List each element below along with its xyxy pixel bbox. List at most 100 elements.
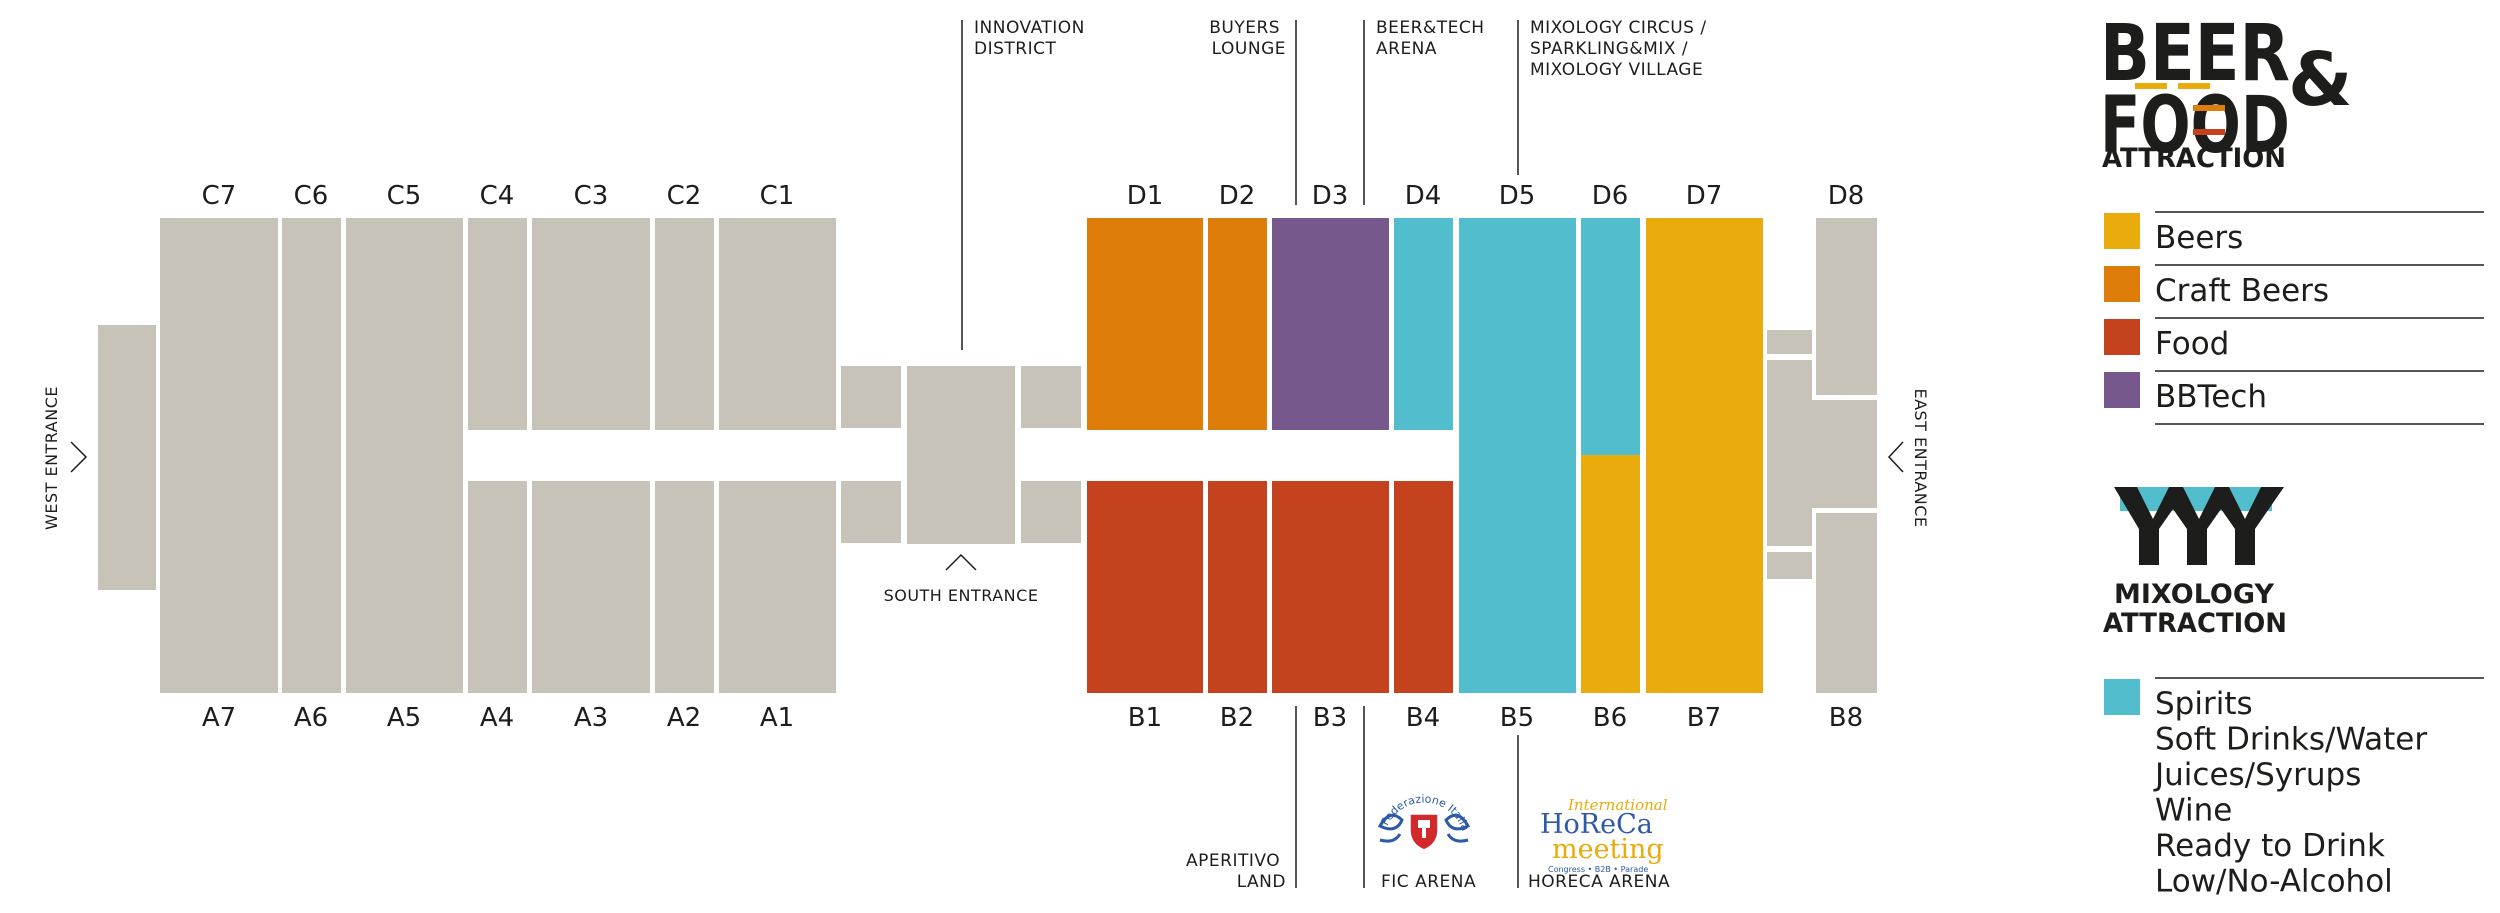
legend-swatch xyxy=(2104,319,2140,355)
east-entrance[interactable]: EAST ENTRANCE xyxy=(1887,388,1930,528)
horeca-logo-main2: meeting xyxy=(1552,834,1664,865)
hall-d7-b7[interactable] xyxy=(1646,218,1763,693)
hall-d4[interactable] xyxy=(1394,218,1453,430)
mixology-line2: SPARKLING&MIX / xyxy=(1530,39,1688,59)
top-hall-labels: C7 C6 C5 C4 C3 C2 C1 D1 D2 D3 D4 D5 D6 D7 D8 xyxy=(202,181,1865,211)
fic-ornament-left xyxy=(1377,813,1404,843)
west-entrance[interactable]: WEST ENTRANCE xyxy=(42,386,88,530)
hall-label-d5: D5 xyxy=(1499,181,1536,211)
legend-swatch xyxy=(2104,372,2140,408)
bottom-hall-labels: A7 A6 A5 A4 A3 A2 A1 B1 B2 B3 B4 B5 B6 B7 B8 xyxy=(202,703,1863,733)
hall-d5-b5[interactable] xyxy=(1459,218,1576,693)
hall-b8[interactable] xyxy=(1816,513,1877,693)
hall-d8[interactable] xyxy=(1816,218,1877,395)
hall-label-c2: C2 xyxy=(667,181,702,211)
west-entrance-label: WEST ENTRANCE xyxy=(42,386,61,530)
beertech-arena-label: BEER&TECH ARENA xyxy=(1376,18,1490,59)
hall-d1[interactable] xyxy=(1087,218,1203,430)
hall-label-b1: B1 xyxy=(1128,703,1162,733)
logo-accent-bar xyxy=(2193,129,2225,135)
horeca-logo-sub: Congress • B2B • Parade xyxy=(1548,865,1648,874)
hall-label-a5: A5 xyxy=(387,703,421,733)
mixology-attraction-logo: MIXOLOGY ATTRACTION xyxy=(2103,487,2287,639)
beer-food-attraction-logo: BEER FOOD & ATTRACTION xyxy=(2100,9,2353,174)
connector-block xyxy=(1767,330,1812,354)
hall-label-d7: D7 xyxy=(1686,181,1723,211)
mixology-circus-label: MIXOLOGY CIRCUS / SPARKLING&MIX / MIXOLO… xyxy=(1530,18,1712,80)
buyers-lounge-label: BUYERS LOUNGE xyxy=(1209,18,1286,59)
logo-ampersand: & xyxy=(2288,37,2353,123)
hall-label-b3: B3 xyxy=(1313,703,1347,733)
hall-a1[interactable] xyxy=(719,481,836,693)
connector-block xyxy=(1021,481,1081,543)
east-entrance-block[interactable] xyxy=(1812,400,1877,508)
hall-d6[interactable] xyxy=(1581,218,1640,455)
hall-label-d4: D4 xyxy=(1405,181,1442,211)
hall-a2[interactable] xyxy=(655,481,714,693)
aperitivo-line1: APERITIVO xyxy=(1186,851,1280,871)
buyers-line2: LOUNGE xyxy=(1212,39,1286,59)
hall-b4[interactable] xyxy=(1394,481,1453,693)
connector-block xyxy=(1767,360,1812,546)
west-halls xyxy=(98,218,836,693)
south-entrance-arrow xyxy=(945,553,977,571)
mix-logo-line1: MIXOLOGY xyxy=(2114,579,2274,610)
legend-label: Wine xyxy=(2155,793,2232,829)
legend-label: Beers xyxy=(2155,220,2243,256)
hall-d2[interactable] xyxy=(1208,218,1267,430)
hall-c6-a6[interactable] xyxy=(282,218,341,693)
legend-swatch xyxy=(2104,213,2140,249)
hall-c1[interactable] xyxy=(719,218,836,430)
hall-label-b8: B8 xyxy=(1829,703,1863,733)
aperitivo-land-label: APERITIVO LAND xyxy=(1186,851,1286,892)
east-entrance-label: EAST ENTRANCE xyxy=(1911,388,1930,527)
hall-c4[interactable] xyxy=(468,218,527,430)
hall-c5-a5[interactable] xyxy=(346,218,463,693)
hall-label-d6: D6 xyxy=(1592,181,1629,211)
hall-a3[interactable] xyxy=(532,481,650,693)
south-connector xyxy=(841,366,1081,544)
hall-west-entrance-block[interactable] xyxy=(98,325,156,590)
hall-label-c4: C4 xyxy=(480,181,515,211)
legend-beer-food: Beers Craft Beers Food BBTech xyxy=(2104,211,2484,425)
legend-label: Spirits xyxy=(2155,686,2253,722)
hall-label-d8: D8 xyxy=(1828,181,1865,211)
hall-c2[interactable] xyxy=(655,218,714,430)
hall-label-c7: C7 xyxy=(202,181,237,211)
logo-accent-bar xyxy=(2135,83,2167,89)
connector-block xyxy=(1767,552,1812,579)
legend-label: Low/No-Alcohol xyxy=(2155,864,2393,900)
hall-label-d1: D1 xyxy=(1127,181,1164,211)
hall-b2[interactable] xyxy=(1208,481,1267,693)
hall-label-a4: A4 xyxy=(480,703,514,733)
south-entrance[interactable]: SOUTH ENTRANCE xyxy=(884,553,1039,605)
horeca-logo-main1: HoReCa xyxy=(1540,809,1653,840)
hall-label-b5: B5 xyxy=(1500,703,1534,733)
legend-swatch xyxy=(2104,679,2140,715)
hall-label-c6: C6 xyxy=(294,181,329,211)
hall-b1[interactable] xyxy=(1087,481,1203,693)
east-halls xyxy=(1087,218,1763,693)
hall-label-a7: A7 xyxy=(202,703,236,733)
hall-d3[interactable] xyxy=(1272,218,1389,430)
fic-arena-label: FIC ARENA xyxy=(1381,872,1476,892)
horeca-logo: International HoReCa meeting Congress • … xyxy=(1540,796,1668,874)
hall-b3[interactable] xyxy=(1272,481,1389,693)
hall-c7-a7[interactable] xyxy=(160,218,278,693)
connector-block xyxy=(841,366,901,428)
leader-lines xyxy=(961,20,1519,888)
hall-c3[interactable] xyxy=(532,218,650,430)
hall-label-b4: B4 xyxy=(1406,703,1440,733)
innovation-district-block[interactable] xyxy=(907,366,1015,544)
legend-label: Craft Beers xyxy=(2155,273,2329,309)
aperitivo-line2: LAND xyxy=(1237,872,1286,892)
fic-ornament-right xyxy=(1444,813,1471,843)
hall-b6[interactable] xyxy=(1581,455,1640,693)
legend-label: Soft Drinks/Water xyxy=(2155,722,2427,758)
legend-label: Juices/Syrups xyxy=(2153,757,2361,793)
hall-a4[interactable] xyxy=(468,481,527,693)
west-entrance-arrow xyxy=(70,441,88,473)
east-entrance-arrow xyxy=(1887,441,1904,473)
